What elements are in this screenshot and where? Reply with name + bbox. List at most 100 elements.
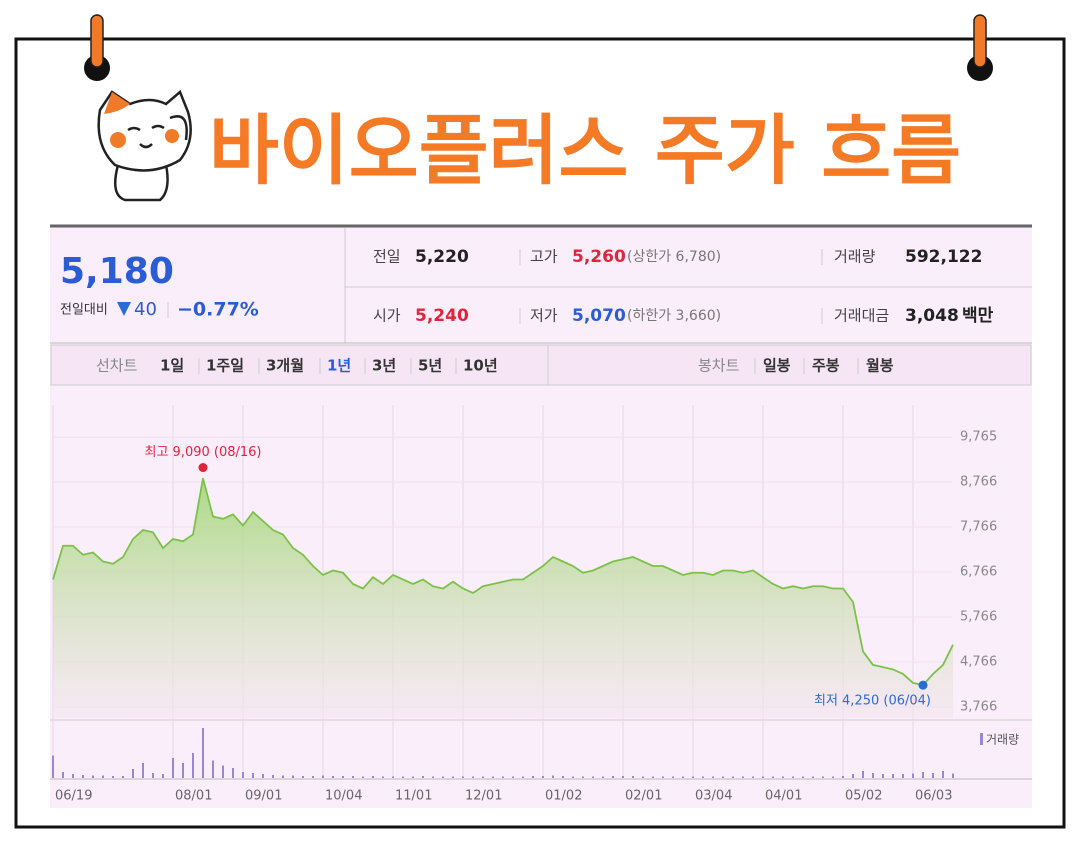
y-tick-label: 9,765 — [960, 430, 997, 445]
tab[interactable]: 5년 — [418, 357, 442, 375]
volume-bar — [62, 772, 64, 778]
volume-bar — [342, 776, 344, 778]
tab[interactable]: 3개월 — [266, 357, 304, 375]
volume-bar — [822, 776, 824, 778]
y-tick-label: 6,766 — [960, 565, 997, 580]
y-tick-label: 4,766 — [960, 654, 997, 669]
tab-group-label: 선차트 — [96, 357, 138, 375]
volume-bar — [832, 776, 834, 778]
volume-bar — [492, 776, 494, 778]
volume-bar — [252, 773, 254, 778]
volume-bar — [272, 775, 274, 778]
tab[interactable]: 주봉 — [812, 357, 840, 375]
volume-bar — [412, 776, 414, 778]
change: 40 — [134, 299, 157, 320]
volume-bar — [212, 760, 214, 778]
volume-bar — [132, 769, 134, 778]
volume-bar — [922, 772, 924, 778]
tab[interactable]: 1일 — [160, 357, 184, 375]
volume-bar — [202, 728, 204, 778]
cat-icon — [97, 89, 192, 202]
volume-bar — [932, 773, 934, 778]
volume-bar — [452, 776, 454, 778]
annotation: 최저 4,250 (06/04) — [814, 694, 931, 709]
volume-bar — [362, 776, 364, 778]
quote-label: 거래량 — [834, 248, 876, 266]
quote-label: 고가 — [530, 248, 558, 266]
volume-bar — [232, 768, 234, 778]
annotation: 최고 9,090 (08/16) — [144, 445, 261, 460]
down-arrow — [117, 302, 131, 316]
volume-bar — [902, 774, 904, 778]
quote-row: 전일 5,220 고가 5,260 (상한가 6,780) 거래량 592,12… — [373, 247, 982, 267]
volume-bar — [282, 775, 284, 778]
quote-label: 거래대금 — [834, 307, 889, 325]
tab[interactable]: 3년 — [372, 357, 396, 375]
volume-bar — [312, 776, 314, 778]
volume-bar — [462, 776, 464, 778]
volume-bar — [762, 776, 764, 778]
volume-bar — [162, 774, 164, 778]
volume-bar — [692, 776, 694, 778]
volume-bar — [192, 753, 194, 778]
x-tick-label: 09/01 — [245, 789, 282, 804]
change-rate: −0.77% — [177, 299, 259, 321]
area — [53, 478, 953, 718]
tab[interactable]: 일봉 — [763, 357, 791, 375]
volume-bar — [172, 758, 174, 778]
x-tick-label: 08/01 — [175, 789, 212, 804]
volume-bar — [482, 776, 484, 778]
x-tick-label: 04/01 — [765, 789, 802, 804]
volume-bar — [782, 776, 784, 778]
x-tick-label: 06/03 — [915, 789, 952, 804]
volume-bar — [812, 776, 814, 778]
x-tick-label: 03/04 — [695, 789, 732, 804]
x-tick-label: 01/02 — [545, 789, 582, 804]
plot: 3,766 4,766 5,766 6,766 7,766 8,766 9,765 06/19… — [52, 405, 1019, 804]
volume-bar — [722, 776, 724, 778]
line — [52, 478, 954, 687]
volume-bar — [642, 776, 644, 778]
volume-bar — [542, 776, 544, 778]
tab[interactable]: 1주일 — [206, 357, 244, 375]
volume-bar — [242, 772, 244, 778]
volume-bar — [682, 776, 684, 778]
volume-bar — [772, 776, 774, 778]
volume-bar — [742, 776, 744, 778]
volume-bar — [752, 776, 754, 778]
x-tick-label: 06/19 — [55, 789, 92, 804]
quote-label: 시가 — [373, 307, 401, 325]
volume-bar — [612, 776, 614, 778]
quote-note: (상한가 6,780) — [627, 249, 721, 265]
quote-value: 5,240 — [415, 306, 469, 326]
volume-bar — [332, 776, 334, 778]
volume-bar — [952, 773, 954, 778]
volume-bar — [82, 775, 84, 778]
quote-value: 5,070 — [572, 306, 626, 326]
volume-bar — [432, 776, 434, 778]
quote-row: 시가 5,240 저가 5,070 (하한가 3,660) 거래대금 3,048… — [373, 306, 994, 326]
tabs: 선차트 1일 1주일 3개월 1년 3년 5년 10년 봉차트 일봉 주봉 월봉 — [96, 357, 894, 375]
x-tick-label: 11/01 — [395, 789, 432, 804]
tab[interactable]: 10년 — [463, 357, 498, 375]
volume-bar — [112, 776, 114, 778]
volume-bar — [522, 776, 524, 778]
volume-bar — [472, 776, 474, 778]
page-title: 바이오플러스 주가 흐름 — [209, 106, 961, 195]
x-tick-label: 02/01 — [625, 789, 662, 804]
y-tick-label: 3,766 — [960, 699, 997, 714]
quote-value: 5,260 — [572, 247, 626, 267]
x-tick-label: 05/02 — [845, 789, 882, 804]
volume-bar — [672, 776, 674, 778]
tab[interactable]: 월봉 — [866, 357, 894, 375]
volume-bar — [912, 773, 914, 778]
volume-bar — [292, 775, 294, 778]
volume-bar — [592, 776, 594, 778]
volume-bar — [502, 776, 504, 778]
volume-bar — [862, 771, 864, 778]
tab[interactable]: 1년 — [327, 357, 351, 375]
quote-label: 저가 — [530, 307, 558, 325]
volume-bar — [802, 776, 804, 778]
tab-group-label: 봉차트 — [698, 357, 740, 375]
quote-value: 5,220 — [415, 247, 469, 267]
